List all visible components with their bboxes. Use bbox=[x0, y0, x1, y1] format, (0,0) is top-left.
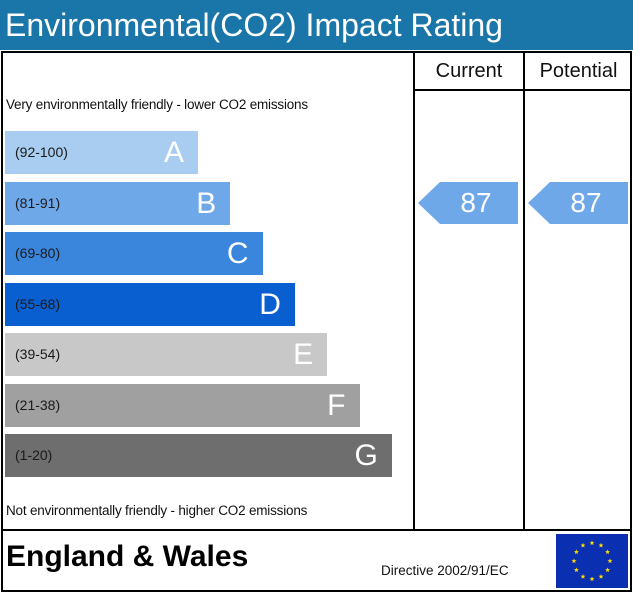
eu-star bbox=[589, 540, 595, 546]
eu-star bbox=[573, 549, 579, 555]
eu-star bbox=[605, 549, 611, 555]
band-letter: D bbox=[259, 287, 281, 321]
current-rating-arrow: 87 bbox=[418, 181, 518, 224]
band-letter: E bbox=[293, 338, 314, 371]
band-range-label: (69-80) bbox=[15, 245, 61, 261]
potential-column-header: Potential bbox=[539, 60, 618, 82]
band-range-label: (92-100) bbox=[15, 144, 68, 160]
band-range-label: (55-68) bbox=[15, 295, 61, 312]
potential-arrow-shape bbox=[528, 181, 628, 224]
rating-frame bbox=[1, 51, 632, 592]
band-range-label: (81-91) bbox=[15, 194, 61, 211]
friendly-note: Very environmentally friendly - lower CO… bbox=[6, 97, 308, 112]
band-range-label: (21-38) bbox=[15, 396, 61, 413]
band-g: (1-20) G bbox=[5, 434, 392, 477]
band-letter: A bbox=[163, 136, 184, 169]
band-letter: G bbox=[354, 439, 378, 472]
potential-rating-value: 87 bbox=[570, 186, 602, 218]
band-letter: B bbox=[196, 186, 217, 220]
directive-label: Directive 2002/91/EC bbox=[381, 563, 509, 578]
band-a: (92-100) A bbox=[5, 131, 198, 174]
eu-star bbox=[598, 573, 604, 579]
band-f: (21-38) F bbox=[5, 383, 360, 427]
band-d: (55-68) D bbox=[5, 282, 295, 326]
eu-star bbox=[598, 542, 604, 548]
band-letter: F bbox=[327, 388, 346, 422]
current-rating-value: 87 bbox=[460, 186, 492, 218]
eu-star bbox=[589, 576, 595, 582]
eu-star bbox=[571, 558, 577, 564]
page-title: Environmental(CO2) Impact Rating bbox=[0, 0, 633, 50]
band-c: (69-80) C bbox=[5, 232, 263, 275]
band-range-label: (1-20) bbox=[15, 447, 53, 463]
eu-star bbox=[580, 573, 586, 579]
band-e: (39-54) E bbox=[5, 333, 328, 376]
eu-star bbox=[580, 542, 586, 548]
column-divider-potential bbox=[523, 51, 525, 531]
band-b: (81-91) B bbox=[5, 181, 231, 225]
column-header-divider bbox=[413, 89, 632, 91]
eu-star bbox=[573, 567, 579, 573]
unfriendly-note: Not environmentally friendly - higher CO… bbox=[6, 503, 308, 518]
current-arrow-shape bbox=[418, 181, 518, 224]
footer-divider bbox=[1, 529, 632, 531]
region-title: England & Wales bbox=[6, 540, 249, 573]
eu-star bbox=[607, 558, 613, 564]
band-letter: C bbox=[226, 237, 249, 270]
column-divider-current bbox=[413, 51, 415, 531]
current-column-header: Current bbox=[435, 60, 503, 82]
eu-flag-icon bbox=[556, 534, 628, 588]
potential-rating-arrow: 87 bbox=[528, 181, 628, 224]
band-range-label: (39-54) bbox=[15, 346, 61, 362]
eu-star bbox=[605, 567, 611, 573]
